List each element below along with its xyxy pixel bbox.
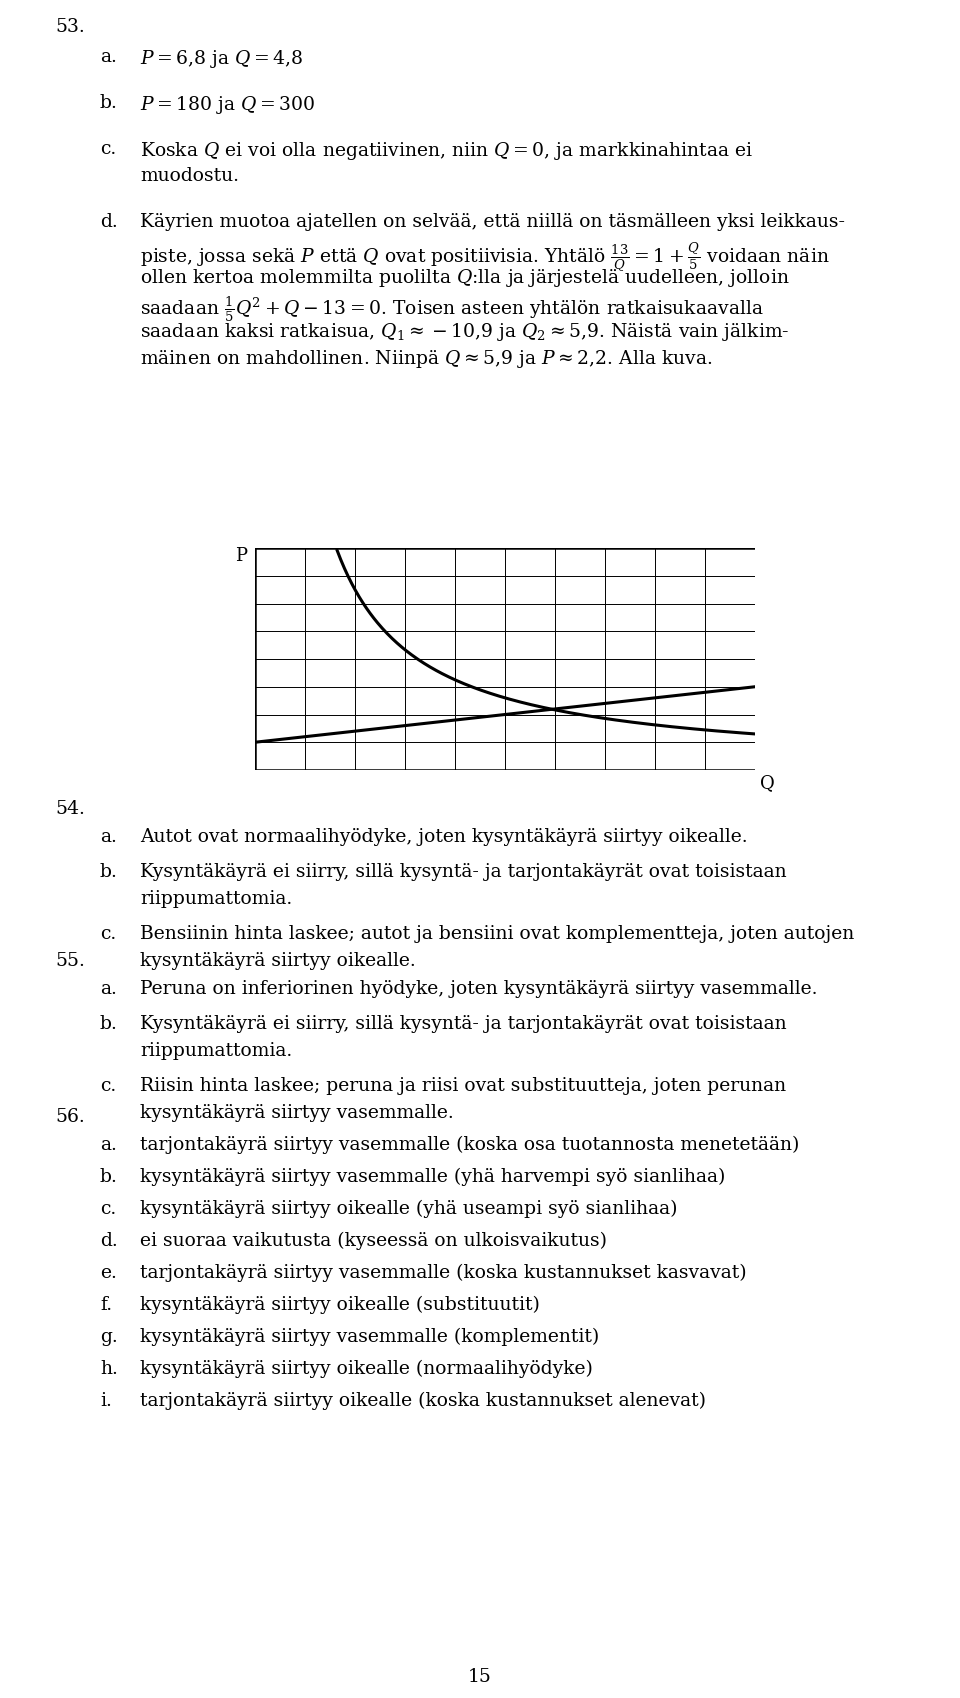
- Text: muodostu.: muodostu.: [140, 166, 239, 185]
- Text: c.: c.: [100, 925, 116, 942]
- Text: b.: b.: [100, 93, 118, 112]
- Text: Q: Q: [760, 774, 775, 793]
- Text: h.: h.: [100, 1360, 118, 1379]
- Text: b.: b.: [100, 1168, 118, 1185]
- Text: Riisin hinta laskee; peruna ja riisi ovat substituutteja, joten perunan: Riisin hinta laskee; peruna ja riisi ova…: [140, 1077, 786, 1095]
- Text: a.: a.: [100, 829, 117, 846]
- Text: Autot ovat normaalihyödyke, joten kysyntäkäyrä siirtyy oikealle.: Autot ovat normaalihyödyke, joten kysynt…: [140, 829, 748, 846]
- Text: riippumattomia.: riippumattomia.: [140, 1043, 292, 1060]
- Text: Peruna on inferiorinen hyödyke, joten kysyntäkäyrä siirtyy vasemmalle.: Peruna on inferiorinen hyödyke, joten ky…: [140, 980, 818, 998]
- Text: kysyntäkäyrä siirtyy oikealle.: kysyntäkäyrä siirtyy oikealle.: [140, 953, 416, 970]
- Text: 56.: 56.: [55, 1109, 84, 1126]
- Text: 54.: 54.: [55, 800, 84, 818]
- Text: Koska $Q$ ei voi olla negatiivinen, niin $Q = 0$, ja markkinahintaa ei: Koska $Q$ ei voi olla negatiivinen, niin…: [140, 139, 754, 161]
- Text: b.: b.: [100, 863, 118, 881]
- Text: kysyntäkäyrä siirtyy oikealle (normaalihyödyke): kysyntäkäyrä siirtyy oikealle (normaalih…: [140, 1360, 593, 1379]
- Text: tarjontakäyrä siirtyy vasemmalle (koska osa tuotannosta menetetään): tarjontakäyrä siirtyy vasemmalle (koska …: [140, 1136, 800, 1155]
- Text: e.: e.: [100, 1263, 117, 1282]
- Text: $P = 180$ ja $Q = 300$: $P = 180$ ja $Q = 300$: [140, 93, 315, 115]
- Text: tarjontakäyrä siirtyy vasemmalle (koska kustannukset kasvavat): tarjontakäyrä siirtyy vasemmalle (koska …: [140, 1263, 747, 1282]
- Text: kysyntäkäyrä siirtyy vasemmalle.: kysyntäkäyrä siirtyy vasemmalle.: [140, 1104, 454, 1122]
- Text: saadaan $\frac{1}{5}Q^2 + Q - 13 = 0$. Toisen asteen yhtälön ratkaisukaavalla: saadaan $\frac{1}{5}Q^2 + Q - 13 = 0$. T…: [140, 294, 764, 324]
- Text: a.: a.: [100, 48, 117, 66]
- Text: 55.: 55.: [55, 953, 84, 970]
- Text: d.: d.: [100, 212, 118, 231]
- Text: c.: c.: [100, 1200, 116, 1217]
- Text: i.: i.: [100, 1392, 112, 1409]
- Text: d.: d.: [100, 1233, 118, 1250]
- Text: saadaan kaksi ratkaisua, $Q_1 \approx -10{,}9$ ja $Q_2 \approx 5{,}9$. Näistä va: saadaan kaksi ratkaisua, $Q_1 \approx -1…: [140, 321, 790, 343]
- Text: mäinen on mahdollinen. Niinpä $Q \approx 5{,}9$ ja $P \approx 2{,}2$. Alla kuva.: mäinen on mahdollinen. Niinpä $Q \approx…: [140, 348, 712, 370]
- Text: ollen kertoa molemmilta puolilta $Q$:lla ja järjestelä uudelleen, jolloin: ollen kertoa molemmilta puolilta $Q$:lla…: [140, 267, 789, 289]
- Text: riippumattomia.: riippumattomia.: [140, 890, 292, 908]
- Text: a.: a.: [100, 980, 117, 998]
- Text: Kysyntäkäyrä ei siirry, sillä kysyntä- ja tarjontakäyrät ovat toisistaan: Kysyntäkäyrä ei siirry, sillä kysyntä- j…: [140, 1015, 786, 1032]
- Text: P: P: [235, 547, 248, 565]
- Text: Bensiinin hinta laskee; autot ja bensiini ovat komplementteja, joten autojen: Bensiinin hinta laskee; autot ja bensiin…: [140, 925, 854, 942]
- Text: tarjontakäyrä siirtyy oikealle (koska kustannukset alenevat): tarjontakäyrä siirtyy oikealle (koska ku…: [140, 1392, 706, 1411]
- Text: $P = 6{,}8$ ja $Q = 4{,}8$: $P = 6{,}8$ ja $Q = 4{,}8$: [140, 48, 303, 70]
- Text: Kysyntäkäyrä ei siirry, sillä kysyntä- ja tarjontakäyrät ovat toisistaan: Kysyntäkäyrä ei siirry, sillä kysyntä- j…: [140, 863, 786, 881]
- Text: piste, jossa sekä $P$ että $Q$ ovat positiivisia. Yhtälö $\frac{13}{Q} = 1 + \fr: piste, jossa sekä $P$ että $Q$ ovat posi…: [140, 239, 829, 273]
- Text: kysyntäkäyrä siirtyy oikealle (substituutit): kysyntäkäyrä siirtyy oikealle (substituu…: [140, 1296, 540, 1314]
- Text: ei suoraa vaikutusta (kyseessä on ulkoisvaikutus): ei suoraa vaikutusta (kyseessä on ulkois…: [140, 1233, 607, 1250]
- Text: 53.: 53.: [55, 19, 84, 36]
- Text: c.: c.: [100, 1077, 116, 1095]
- Text: kysyntäkäyrä siirtyy vasemmalle (yhä harvempi syö sianlihaa): kysyntäkäyrä siirtyy vasemmalle (yhä har…: [140, 1168, 726, 1187]
- Text: g.: g.: [100, 1328, 118, 1347]
- Text: f.: f.: [100, 1296, 112, 1314]
- Text: Käyrien muotoa ajatellen on selvää, että niillä on täsmälleen yksi leikkaus-: Käyrien muotoa ajatellen on selvää, että…: [140, 212, 845, 231]
- Text: kysyntäkäyrä siirtyy vasemmalle (komplementit): kysyntäkäyrä siirtyy vasemmalle (komplem…: [140, 1328, 599, 1347]
- Text: b.: b.: [100, 1015, 118, 1032]
- Text: 15: 15: [468, 1667, 492, 1686]
- Text: c.: c.: [100, 139, 116, 158]
- Text: a.: a.: [100, 1136, 117, 1155]
- Text: kysyntäkäyrä siirtyy oikealle (yhä useampi syö sianlihaa): kysyntäkäyrä siirtyy oikealle (yhä useam…: [140, 1200, 678, 1217]
